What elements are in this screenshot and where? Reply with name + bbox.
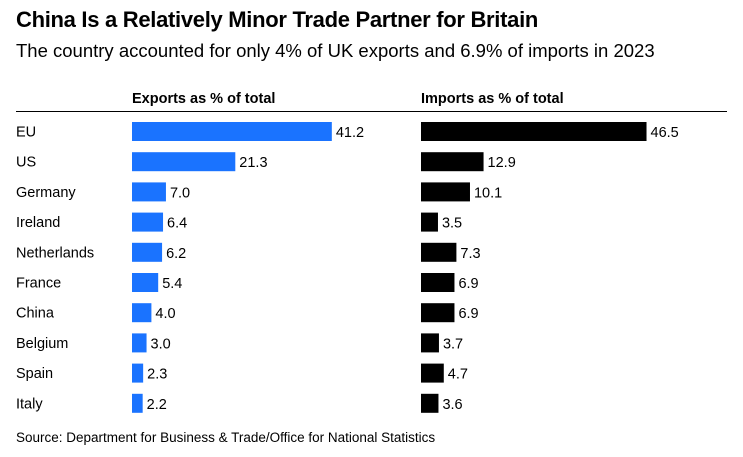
exports-value-label-belgium: 3.0: [151, 336, 171, 352]
exports-value-label-italy: 2.2: [147, 397, 167, 413]
exports-value-label-ireland: 6.4: [167, 216, 187, 232]
exports-bar-china: [132, 303, 152, 323]
imports-value-label-netherlands: 7.3: [460, 246, 480, 262]
imports-bar-france: [421, 273, 455, 292]
exports-bar-italy: [132, 393, 143, 413]
imports-value-label-italy: 3.6: [442, 397, 462, 413]
imports-value-label-germany: 10.1: [474, 185, 502, 201]
category-label-ireland: Ireland: [16, 215, 60, 231]
category-label-france: France: [16, 276, 61, 292]
exports-bar-belgium: [132, 333, 147, 353]
category-label-netherlands: Netherlands: [16, 245, 94, 261]
category-label-italy: Italy: [16, 396, 43, 412]
category-label-us: US: [16, 155, 36, 171]
imports-bar-china: [421, 303, 455, 323]
imports-column-header: Imports as % of total: [421, 91, 564, 107]
category-label-china: China: [16, 306, 55, 322]
imports-bar-spain: [421, 363, 444, 383]
chart-subtitle: The country accounted for only 4% of UK …: [16, 40, 655, 61]
imports-bar-germany: [421, 182, 470, 202]
exports-bar-ireland: [132, 212, 164, 232]
exports-bar-eu: [132, 122, 332, 141]
imports-value-label-us: 12.9: [488, 155, 516, 171]
imports-bar-eu: [421, 122, 647, 141]
exports-bar-germany: [132, 182, 166, 202]
exports-column-header: Exports as % of total: [132, 91, 276, 107]
imports-value-label-spain: 4.7: [448, 367, 468, 383]
imports-value-label-china: 6.9: [458, 306, 478, 322]
imports-bar-ireland: [421, 212, 438, 232]
chart-title: China Is a Relatively Minor Trade Partne…: [16, 7, 539, 32]
category-label-eu: EU: [16, 125, 36, 141]
imports-value-label-eu: 46.5: [651, 125, 679, 141]
imports-bar-us: [421, 152, 484, 172]
exports-bar-us: [132, 152, 236, 172]
category-label-germany: Germany: [16, 185, 76, 201]
exports-value-label-netherlands: 6.2: [166, 246, 186, 262]
exports-value-label-eu: 41.2: [336, 125, 364, 141]
category-label-spain: Spain: [16, 366, 53, 382]
exports-bar-netherlands: [132, 242, 163, 262]
category-label-belgium: Belgium: [16, 336, 68, 352]
exports-value-label-germany: 7.0: [170, 185, 190, 201]
exports-value-label-spain: 2.3: [147, 367, 167, 383]
exports-value-label-us: 21.3: [239, 155, 267, 171]
imports-value-label-belgium: 3.7: [443, 336, 463, 352]
source-note: Source: Department for Business & Trade/…: [16, 430, 436, 445]
imports-value-label-france: 6.9: [458, 276, 478, 292]
imports-bar-netherlands: [421, 242, 457, 262]
imports-bar-belgium: [421, 333, 439, 353]
imports-value-label-ireland: 3.5: [442, 216, 462, 232]
exports-value-label-france: 5.4: [162, 276, 182, 292]
exports-bar-france: [132, 273, 159, 292]
header-rule: [16, 111, 727, 112]
exports-value-label-china: 4.0: [155, 306, 175, 322]
imports-bar-italy: [421, 393, 439, 413]
exports-bar-spain: [132, 363, 144, 383]
